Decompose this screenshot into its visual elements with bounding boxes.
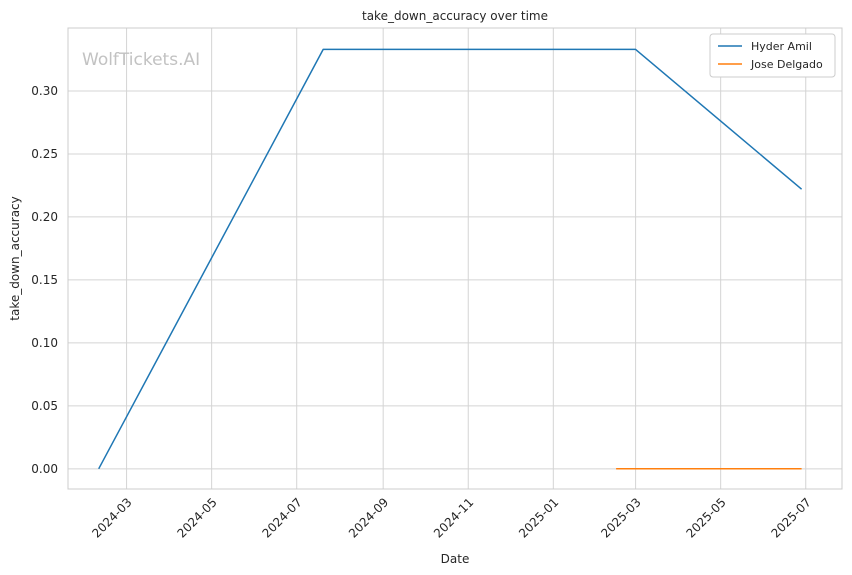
y-tick-label: 0.00 <box>31 462 58 476</box>
legend-box <box>709 33 836 78</box>
watermark: WolfTickets.AI <box>82 50 200 70</box>
x-tick-label: 2025-05 <box>683 495 728 540</box>
y-tick-labels: 0.00 0.05 0.10 0.15 0.20 0.25 0.30 <box>31 84 58 476</box>
x-tick-labels: 2024-03 2024-05 2024-07 2024-09 2024-11 2025-… <box>89 495 814 540</box>
x-tick-label: 2024-09 <box>346 495 391 540</box>
y-tick-label: 0.20 <box>31 210 58 224</box>
legend-label: Hyder Amil <box>751 40 812 53</box>
x-tick-label: 2025-01 <box>516 495 561 540</box>
x-tick-label: 2025-07 <box>769 495 814 540</box>
y-tick-label: 0.10 <box>31 336 58 350</box>
y-tick-label: 0.25 <box>31 147 58 161</box>
grid-lines <box>68 28 842 489</box>
legend-label: Jose Delgado <box>750 58 823 71</box>
x-tick-label: 2024-07 <box>259 495 304 540</box>
y-axis-label: take_down_accuracy <box>8 196 22 320</box>
chart-title: take_down_accuracy over time <box>362 9 548 23</box>
x-axis-label: Date <box>441 552 470 566</box>
series-lines <box>98 48 803 470</box>
series-line-0 <box>98 48 803 470</box>
x-tick-label: 2025-03 <box>598 495 643 540</box>
legend: Hyder Amil Jose Delgado <box>709 33 836 78</box>
y-tick-label: 0.30 <box>31 84 58 98</box>
y-tick-label: 0.15 <box>31 273 58 287</box>
y-tick-label: 0.05 <box>31 399 58 413</box>
x-tick-label: 2024-05 <box>174 495 219 540</box>
plot-frame <box>67 27 843 490</box>
x-tick-label: 2024-03 <box>89 495 134 540</box>
x-tick-label: 2024-11 <box>431 495 476 540</box>
